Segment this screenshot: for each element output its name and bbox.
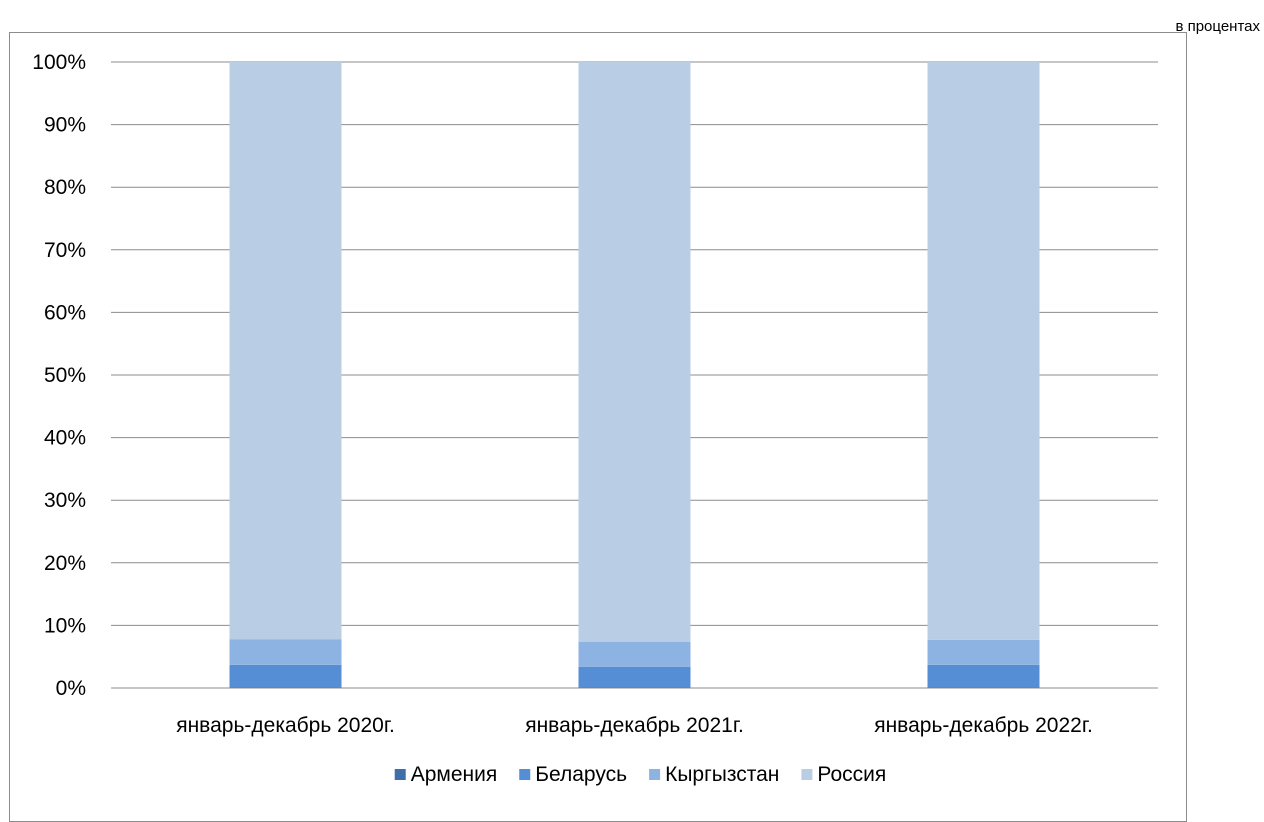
- bar-segment: [229, 62, 342, 640]
- legend-label: Армения: [411, 763, 498, 786]
- bar-segment: [927, 639, 1040, 665]
- legend-swatch: [394, 769, 406, 780]
- bar-segment: [578, 666, 691, 688]
- y-tick-label: 20%: [44, 552, 86, 575]
- x-category-label: январь-декабрь 2022г.: [874, 714, 1093, 737]
- y-tick-label: 70%: [44, 239, 86, 262]
- y-tick-label: 50%: [44, 364, 86, 387]
- y-tick-label: 100%: [32, 51, 86, 74]
- legend-label: Россия: [817, 763, 886, 786]
- bar-segment: [927, 664, 1040, 688]
- bar-segment: [578, 641, 691, 667]
- legend: Армения Беларусь Кыргызстан Россия: [394, 763, 886, 786]
- legend-swatch: [519, 769, 531, 780]
- bar-segment: [927, 62, 1040, 640]
- bar-segment: [229, 687, 342, 688]
- legend-label: Беларусь: [535, 763, 627, 786]
- bar-segment: [578, 687, 691, 688]
- bar-segment: [578, 62, 691, 642]
- y-tick-label: 80%: [44, 176, 86, 199]
- y-tick-label: 10%: [44, 614, 86, 637]
- bar-segment: [229, 639, 342, 665]
- bar-segment: [229, 664, 342, 688]
- y-tick-label: 0%: [56, 677, 86, 700]
- x-category-label: январь-декабрь 2021г.: [525, 714, 744, 737]
- legend-label: Кыргызстан: [665, 763, 779, 786]
- y-tick-label: 30%: [44, 489, 86, 512]
- y-tick-label: 40%: [44, 427, 86, 450]
- bars: [229, 62, 1040, 688]
- y-tick-label: 60%: [44, 301, 86, 324]
- x-category-label: январь-декабрь 2020г.: [176, 714, 395, 737]
- bar-segment: [927, 687, 1040, 688]
- y-tick-label: 90%: [44, 114, 86, 137]
- y-axis-ticks: 0% 10% 20% 30% 40% 50% 60% 70% 80% 90% 100%: [32, 51, 86, 700]
- legend-swatch: [649, 769, 661, 780]
- legend-swatch: [801, 769, 813, 780]
- units-note: в процентах: [1175, 18, 1260, 35]
- x-axis-categories: январь-декабрь 2020г. январь-декабрь 2021…: [176, 714, 1093, 737]
